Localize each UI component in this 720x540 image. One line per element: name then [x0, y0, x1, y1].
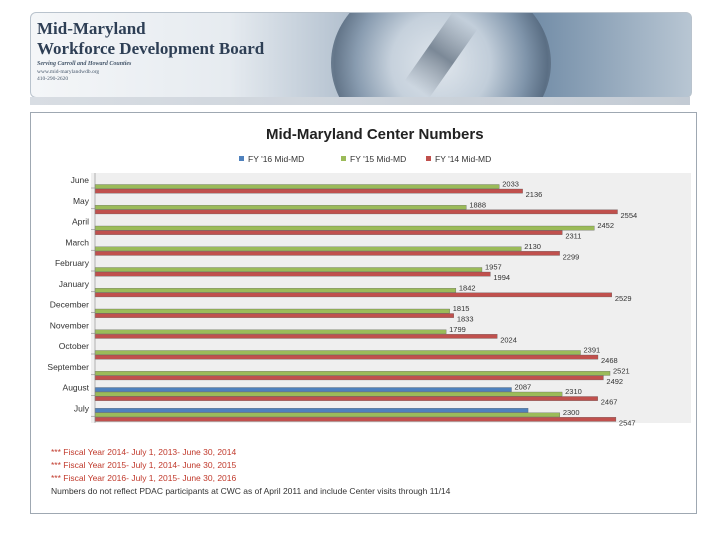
org-name-line2: Workforce Development Board — [37, 39, 265, 58]
bar — [94, 350, 581, 355]
category-label: March — [65, 237, 89, 247]
legend-label: FY '14 Mid-MD — [435, 154, 491, 164]
category-label: December — [50, 300, 89, 310]
bar — [94, 230, 563, 235]
data-label: 2130 — [524, 242, 541, 251]
category-label: September — [47, 362, 89, 372]
bar — [94, 391, 563, 397]
data-label: 2311 — [565, 232, 581, 241]
fiscal-note-2014: *** Fiscal Year 2014- July 1, 2013- June… — [51, 447, 237, 457]
data-label: 2547 — [619, 418, 636, 427]
plot-area — [91, 173, 691, 423]
bar — [94, 251, 560, 256]
data-label: 2310 — [565, 387, 582, 396]
bar — [94, 371, 611, 376]
org-tagline: Serving Carroll and Howard Counties — [37, 61, 132, 67]
data-label: 1842 — [459, 283, 476, 292]
data-label: 2024 — [500, 335, 517, 344]
bar — [94, 188, 523, 194]
data-footnote: Numbers do not reflect PDAC participants… — [51, 486, 451, 496]
org-name-line1: Mid-Maryland — [37, 19, 146, 38]
bar — [94, 209, 618, 215]
data-label: 2087 — [514, 383, 531, 392]
data-label: 2468 — [601, 356, 618, 365]
category-label: June — [71, 175, 90, 185]
chart-title: Mid-Maryland Center Numbers — [266, 126, 484, 143]
org-url: www.mid-marylandwdb.org — [37, 69, 100, 75]
bar — [94, 329, 447, 335]
bar — [94, 246, 522, 252]
bar — [94, 375, 604, 381]
data-label: 1994 — [493, 273, 510, 282]
fiscal-note-2016: *** Fiscal Year 2016- July 1, 2015- June… — [51, 473, 237, 483]
bar — [94, 408, 529, 413]
bar — [94, 205, 467, 210]
bar — [94, 271, 491, 277]
legend-swatch — [341, 156, 346, 161]
data-label: 1888 — [469, 200, 486, 209]
chart-container: Mid-Maryland Center Numbers FY '16 Mid-M… — [30, 112, 697, 514]
fiscal-note-2015: *** Fiscal Year 2015- July 1, 2014- June… — [51, 460, 237, 470]
category-label: February — [55, 258, 90, 268]
data-label: 2300 — [563, 408, 580, 417]
data-label: 2299 — [563, 252, 580, 261]
data-label: 1957 — [485, 263, 502, 272]
bar — [94, 184, 500, 189]
header-banner: Mid-Maryland Workforce Development Board… — [30, 12, 692, 98]
chart-legend: FY '16 Mid-MD FY '15 Mid-MD FY '14 Mid-MD — [239, 154, 491, 164]
data-label: 2136 — [526, 190, 543, 199]
legend-label: FY '15 Mid-MD — [350, 154, 406, 164]
bar — [94, 308, 450, 314]
category-label: April — [72, 217, 89, 227]
bar — [94, 396, 598, 401]
data-label: 2467 — [601, 398, 618, 407]
legend-swatch — [239, 156, 244, 161]
category-label: August — [63, 383, 90, 393]
category-label: November — [50, 320, 89, 330]
data-label: 2492 — [606, 377, 623, 386]
data-label: 2391 — [584, 346, 601, 355]
bar — [94, 412, 561, 418]
bar-chart: Mid-Maryland Center Numbers FY '16 Mid-M… — [47, 126, 691, 427]
bar — [94, 267, 483, 272]
bar — [94, 288, 457, 293]
category-label: October — [59, 341, 89, 351]
data-label: 1815 — [453, 304, 470, 313]
bar — [94, 387, 512, 392]
legend-swatch — [426, 156, 431, 161]
data-label: 2033 — [502, 180, 519, 189]
data-label: 2452 — [597, 221, 614, 230]
category-label: July — [74, 403, 90, 413]
legend-label: FY '16 Mid-MD — [248, 154, 304, 164]
data-label: 1799 — [449, 325, 466, 334]
data-label: 2554 — [621, 211, 638, 220]
category-label: January — [59, 279, 90, 289]
bar — [94, 354, 599, 360]
bar — [94, 313, 454, 318]
category-label: May — [73, 196, 90, 206]
banner-underbar — [30, 97, 690, 105]
bar — [94, 334, 498, 339]
data-label: 1833 — [457, 315, 474, 324]
bar — [94, 292, 612, 298]
data-label: 2529 — [615, 294, 632, 303]
bar — [94, 225, 595, 231]
bar — [94, 417, 617, 422]
data-label: 2521 — [613, 366, 630, 375]
org-phone: 410-290-2620 — [37, 76, 69, 82]
